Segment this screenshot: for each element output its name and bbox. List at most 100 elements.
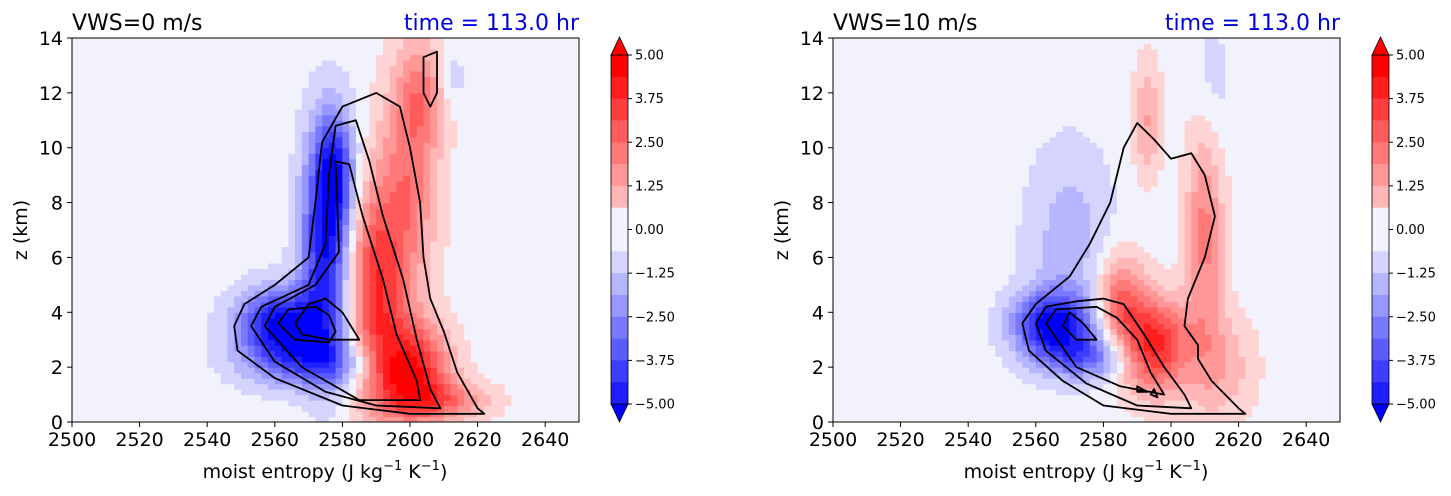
- field-cell: [538, 405, 546, 412]
- field-cell: [437, 81, 445, 88]
- field-cell: [410, 208, 418, 215]
- field-cell: [355, 378, 364, 385]
- field-cell: [301, 361, 310, 368]
- field-cell: [274, 378, 283, 385]
- field-cell: [369, 125, 377, 132]
- field-cell: [180, 367, 188, 374]
- field-cell: [491, 367, 499, 374]
- field-cell: [200, 405, 208, 412]
- field-cell: [389, 213, 398, 220]
- field-cell: [220, 169, 229, 176]
- field-cell: [423, 290, 431, 297]
- field-cell: [112, 235, 120, 242]
- field-cell: [349, 301, 357, 308]
- field-cell: [274, 219, 283, 226]
- field-cell: [511, 81, 519, 88]
- field-cell: [159, 197, 168, 204]
- field-cell: [126, 136, 134, 143]
- field-cell: [443, 98, 452, 105]
- field-cell: [186, 197, 195, 204]
- field-cell: [180, 131, 188, 138]
- field-cell: [518, 197, 526, 204]
- field-cell: [173, 230, 181, 237]
- field-cell: [484, 208, 492, 215]
- field-cell: [342, 103, 350, 110]
- field-cell: [119, 230, 127, 237]
- field-cell: [288, 345, 296, 352]
- field-cell: [430, 295, 438, 302]
- field-cell: [180, 70, 188, 77]
- field-cell: [99, 114, 107, 121]
- field-cell: [166, 224, 174, 231]
- field-cell: [396, 208, 404, 215]
- field-cell: [551, 411, 560, 418]
- field-cell: [254, 312, 262, 319]
- field-cell: [450, 334, 458, 341]
- field-cell: [99, 131, 107, 138]
- field-cell: [437, 98, 445, 105]
- field-cell: [139, 197, 147, 204]
- field-cell: [180, 334, 188, 341]
- field-cell: [132, 70, 141, 77]
- field-cell: [301, 164, 310, 171]
- field-cell: [335, 273, 343, 280]
- field-cell: [241, 257, 249, 264]
- field-cell: [241, 378, 249, 385]
- field-cell: [301, 230, 310, 237]
- field-cell: [234, 251, 242, 259]
- field-cell: [531, 405, 540, 412]
- field-cell: [524, 131, 533, 138]
- field-cell: [342, 109, 350, 116]
- field-cell: [524, 356, 533, 363]
- field-cell: [126, 197, 134, 204]
- field-cell: [261, 65, 269, 72]
- field-cell: [315, 114, 323, 121]
- field-cell: [410, 125, 418, 132]
- field-cell: [477, 114, 485, 121]
- field-cell: [470, 405, 479, 412]
- field-cell: [281, 356, 289, 363]
- field-cell: [565, 361, 573, 368]
- field-cell: [139, 328, 147, 335]
- field-cell: [132, 109, 141, 116]
- field-cell: [396, 147, 404, 154]
- field-cell: [261, 317, 269, 324]
- field-cell: [220, 208, 229, 215]
- field-cell: [119, 290, 127, 297]
- field-cell: [159, 262, 168, 269]
- field-cell: [531, 158, 540, 165]
- field-cell: [349, 279, 357, 286]
- field-cell: [518, 262, 526, 269]
- field-cell: [376, 301, 384, 308]
- field-cell: [308, 268, 316, 275]
- field-cell: [484, 103, 492, 110]
- field-cell: [423, 169, 431, 176]
- field-cell: [139, 312, 147, 319]
- field-cell: [234, 219, 242, 226]
- field-cell: [274, 169, 283, 176]
- field-cell: [241, 350, 249, 357]
- field-cell: [464, 70, 472, 77]
- field-cell: [470, 378, 479, 385]
- field-cell: [335, 59, 343, 67]
- field-cell: [382, 114, 391, 121]
- field-cell: [112, 208, 120, 215]
- field-cell: [268, 81, 276, 88]
- field-cell: [538, 251, 546, 259]
- field-cell: [220, 131, 229, 138]
- field-cell: [558, 268, 567, 275]
- field-cell: [166, 361, 174, 368]
- field-cell: [139, 98, 147, 105]
- field-cell: [146, 284, 154, 291]
- field-cell: [504, 416, 512, 422]
- field-cell: [72, 147, 80, 154]
- field-cell: [376, 54, 384, 61]
- panel-vws-0: 2500 2520 2540 2560 2580 2600 2620 2640 0246810…: [10, 11, 675, 483]
- field-cell: [112, 323, 120, 330]
- field-cell: [477, 186, 485, 193]
- field-cell: [254, 59, 262, 67]
- field-cell: [551, 125, 560, 132]
- field-cell: [315, 65, 323, 72]
- field-cell: [484, 405, 492, 412]
- field-cell: [416, 295, 425, 302]
